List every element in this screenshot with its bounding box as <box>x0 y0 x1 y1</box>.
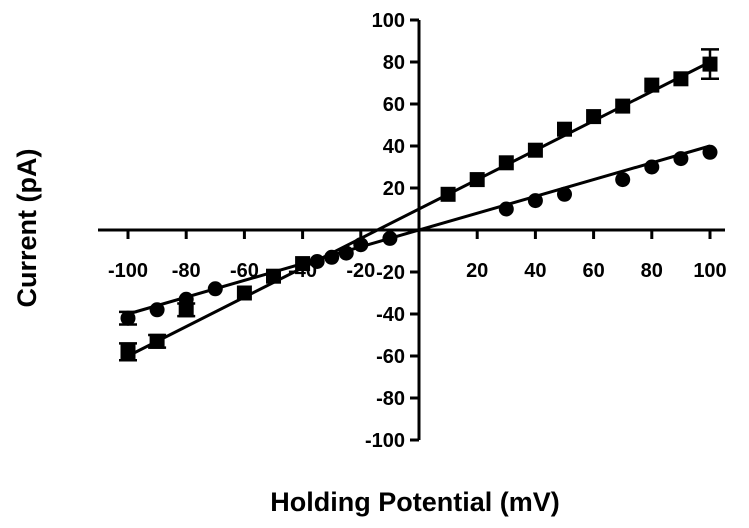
x-tick-label: -100 <box>108 260 148 282</box>
circle-data-point <box>324 249 340 265</box>
y-tick-label: 100 <box>372 10 405 32</box>
y-axis-title: Current (pA) <box>12 149 42 308</box>
square-data-point <box>295 256 311 272</box>
circle-data-point <box>527 193 543 209</box>
data-points <box>119 48 719 362</box>
circle-data-point <box>498 201 514 217</box>
x-tick-label: -80 <box>172 260 201 282</box>
y-axis-ticks: 100 80 60 40 20 -20 -40 -60 -80 -100 <box>365 10 419 452</box>
fit-lines <box>127 60 711 358</box>
x-tick-label: 20 <box>466 260 488 282</box>
y-tick-label: 80 <box>383 52 405 74</box>
circle-data-point <box>178 291 194 307</box>
circle-data-point <box>644 159 660 175</box>
y-tick-label: -60 <box>376 346 405 368</box>
y-tick-label: 60 <box>383 94 405 116</box>
square-data-point <box>178 302 194 318</box>
x-tick-label: 40 <box>524 260 546 282</box>
square-data-point <box>702 56 718 72</box>
x-axis-title: Holding Potential (mV) <box>270 487 560 517</box>
x-tick-label: 60 <box>582 260 604 282</box>
y-tick-label: 20 <box>383 178 405 200</box>
square-data-point <box>440 186 456 202</box>
circle-series-fit-line <box>127 144 711 316</box>
square-series-fit-line <box>127 60 711 358</box>
square-data-point <box>236 285 252 301</box>
axes <box>98 20 725 440</box>
x-tick-label: 100 <box>693 260 726 282</box>
square-data-point <box>527 142 543 158</box>
y-tick-label: -100 <box>365 430 405 452</box>
square-data-point <box>149 333 165 349</box>
circle-data-point <box>309 254 325 269</box>
square-data-point <box>615 98 631 114</box>
circle-data-point <box>615 172 631 188</box>
circle-data-point <box>557 186 572 202</box>
square-data-point <box>557 121 572 137</box>
y-tick-label: 40 <box>383 136 405 158</box>
x-tick-label: -60 <box>230 260 259 282</box>
square-data-point <box>266 268 281 284</box>
circle-data-point <box>207 281 223 297</box>
square-data-point <box>498 155 514 171</box>
y-tick-label: -20 <box>376 262 405 284</box>
circle-data-point <box>382 230 398 246</box>
circle-data-point <box>673 151 689 167</box>
x-tick-label: -20 <box>346 260 375 282</box>
y-tick-label: -80 <box>376 388 405 410</box>
y-tick-label: -40 <box>376 304 405 326</box>
square-data-point <box>120 344 136 360</box>
square-data-point <box>469 172 485 188</box>
circle-data-point <box>353 237 369 253</box>
square-data-point <box>673 71 689 87</box>
circle-data-point <box>338 245 354 261</box>
circle-data-point <box>702 144 718 160</box>
square-data-point <box>586 109 602 125</box>
circle-data-point <box>120 310 136 326</box>
square-data-point <box>644 77 660 93</box>
circle-data-point <box>149 302 165 318</box>
x-tick-label: 80 <box>641 260 663 282</box>
